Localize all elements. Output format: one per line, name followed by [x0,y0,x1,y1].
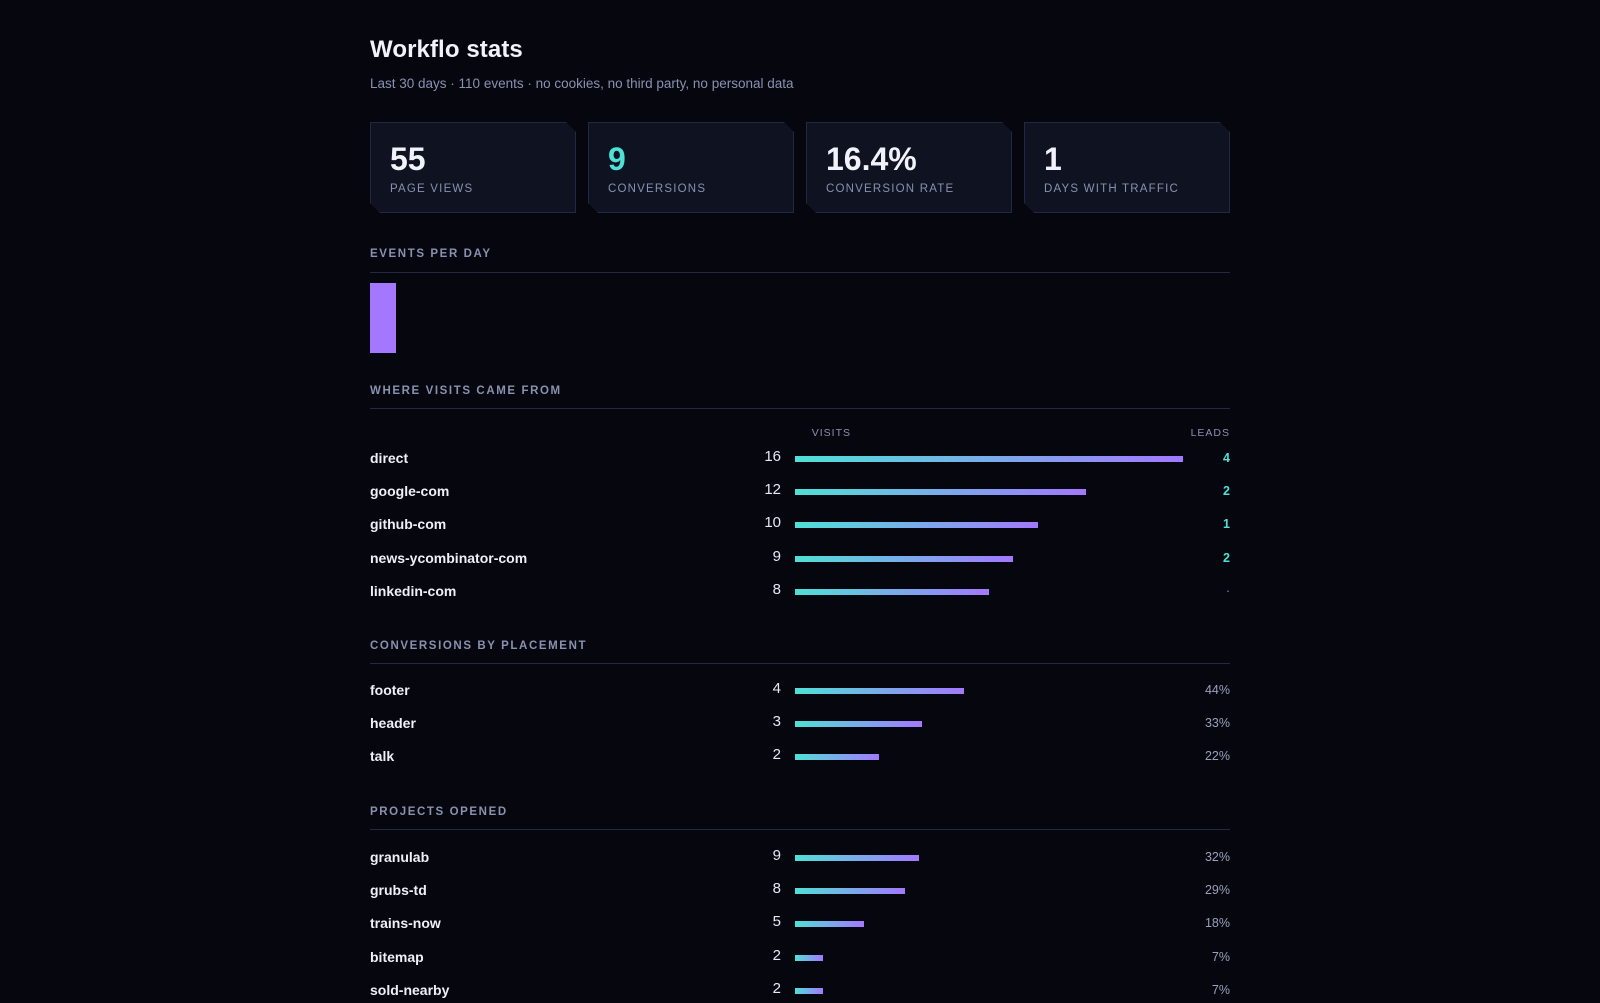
project-name: bitemap [370,948,424,965]
source-value: 2 [1223,484,1230,499]
project-name: trains-now [370,915,441,932]
source-count: 9 [772,547,781,565]
source-row: direct 16 4 [370,447,1230,471]
project-bar [795,987,823,994]
project-value: 18% [1204,916,1230,931]
events-day-bar [370,283,396,353]
section-title-sources: WHERE VISITS CAME FROM [370,385,562,397]
divider [370,663,1230,664]
project-count: 9 [772,847,781,864]
placement-bar [795,688,964,694]
divider [370,272,1230,273]
section-title-events: EVENTS PER DAY [370,248,492,260]
project-name: granulab [370,849,430,865]
project-row: sold-nearby 2 7% [370,979,1230,1003]
project-row: grubs-td 8 29% [370,879,1230,903]
project-bar [795,855,919,861]
project-count: 2 [772,946,781,964]
source-name: google-com [370,483,450,500]
section-title-placements: CONVERSIONS BY PLACEMENT [370,640,588,652]
source-name: news-ycombinator-com [370,549,528,566]
placement-value: 33% [1204,716,1230,731]
source-name: direct [370,450,409,466]
source-bar [795,522,1038,529]
project-bar [795,888,906,895]
source-count: 12 [764,481,781,499]
card-label: DAYS WITH TRAFFIC [1044,183,1179,195]
section-title-projects: PROJECTS OPENED [370,806,508,818]
placement-row: footer 4 44% [370,679,1230,703]
project-row: bitemap 2 7% [370,946,1230,970]
source-row: github-com 10 1 [370,513,1230,537]
source-value: · [1225,583,1230,598]
card-label: PAGE VIEWS [390,183,474,195]
source-row: news-ycombinator-com 9 2 [370,547,1230,571]
divider [370,829,1230,830]
project-value: 29% [1204,883,1230,898]
source-count: 16 [764,448,781,465]
card-label: CONVERSION RATE [826,183,955,195]
project-count: 2 [772,979,781,997]
source-bar [795,456,1183,462]
project-row: trains-now 5 18% [370,912,1230,936]
card-days-with-traffic: 1 DAYS WITH TRAFFIC [1024,122,1230,213]
placement-bar [795,754,880,761]
source-value: 4 [1223,451,1230,465]
page-title: Workflo stats [370,36,523,63]
visits-column-header: VISITS [811,427,851,439]
project-bar [795,954,823,961]
card-label: CONVERSIONS [608,183,707,195]
card-value: 9 [608,141,626,177]
placement-row: talk 2 22% [370,745,1230,769]
placement-value: 22% [1204,749,1230,764]
divider [370,408,1230,409]
project-count: 8 [772,880,781,898]
source-row: google-com 12 2 [370,480,1230,504]
card-value: 1 [1044,141,1062,177]
project-name: sold-nearby [370,981,450,998]
source-count: 8 [772,580,781,598]
placement-count: 4 [772,680,781,697]
summary-cards: 55 PAGE VIEWS 9 CONVERSIONS 16.4% CONVER… [370,122,1230,214]
project-value: 32% [1204,850,1230,864]
source-count: 10 [764,514,781,532]
project-row: granulab 9 32% [370,846,1230,870]
placement-bar [795,721,922,728]
leads-column-header: LEADS [1190,427,1230,439]
source-bar [795,555,1014,562]
card-page-views: 55 PAGE VIEWS [370,122,576,213]
source-value: 1 [1223,517,1230,532]
source-name: linkedin-com [370,582,457,599]
card-conversion-rate: 16.4% CONVERSION RATE [806,122,1012,213]
project-value: 7% [1211,982,1230,997]
placement-count: 2 [772,746,781,764]
page-subtitle: Last 30 days · 110 events · no cookies, … [370,76,794,91]
card-value: 55 [390,141,426,177]
placement-count: 3 [772,713,781,731]
project-bar [795,921,864,928]
project-name: grubs-td [370,882,427,899]
placement-name: header [370,715,416,732]
placement-value: 44% [1204,683,1230,697]
source-bar [795,588,989,595]
project-value: 7% [1211,949,1230,964]
source-name: github-com [370,516,447,533]
placement-row: header 3 33% [370,712,1230,736]
source-value: 2 [1223,550,1230,565]
placement-name: footer [370,682,410,698]
card-conversions: 9 CONVERSIONS [588,122,794,213]
source-row: linkedin-com 8 · [370,580,1230,604]
source-bar [795,489,1086,496]
placement-name: talk [370,748,395,765]
project-count: 5 [772,913,781,931]
card-value: 16.4% [826,141,917,177]
